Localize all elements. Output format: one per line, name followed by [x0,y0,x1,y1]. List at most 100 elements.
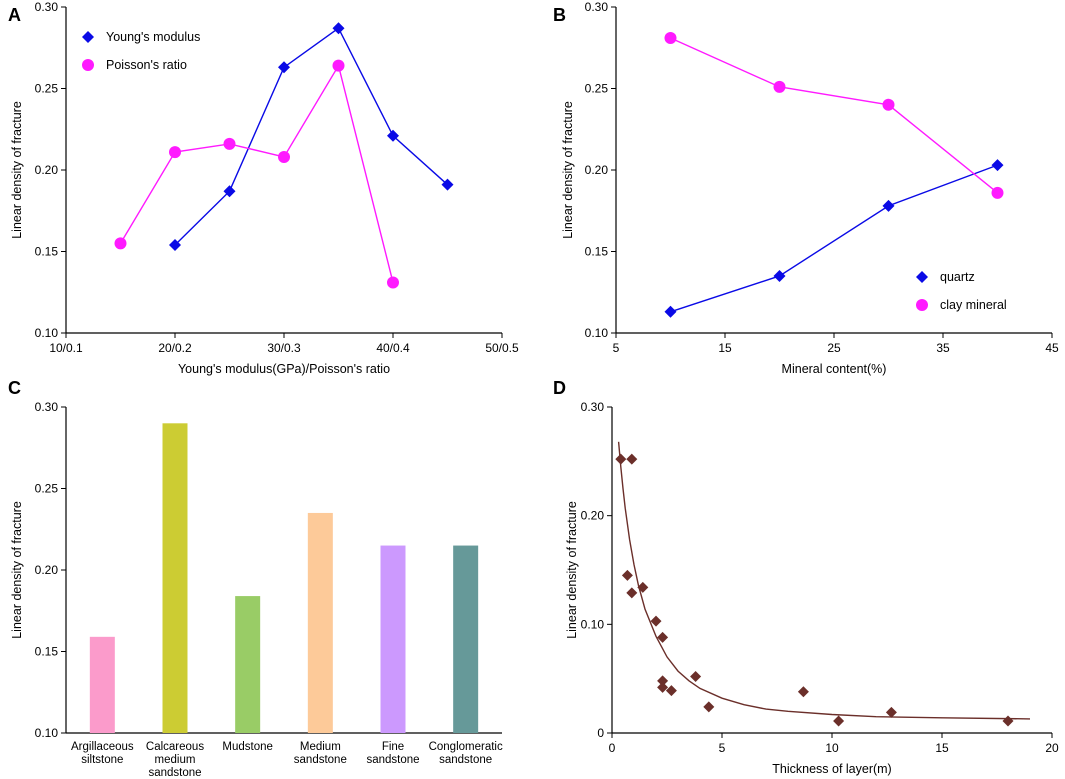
diamond-point [169,238,181,251]
legend-marker [916,299,928,311]
x-tick-label: 10 [825,741,839,755]
panel-a: 0.10 0.15 0.20 0.25 0.30 10/0.1 20/0.2 30/0.3 40… [8,0,519,376]
scatter-point [626,453,638,465]
diamond-point [332,22,345,35]
scatter-point [690,670,702,682]
category-label: Conglomeratic [429,741,503,753]
y-tick-label: 0.10 [581,617,605,631]
circle-point [223,137,236,150]
panel-b: 0.10 0.15 0.20 0.25 0.30 5 15 25 35 45 B Linear den… [553,0,1059,376]
series-line [670,164,998,313]
legend-marker [82,31,94,43]
x-tick-label: 20/0.2 [158,341,192,355]
scatter-point [1002,715,1014,727]
series-line [670,37,998,194]
category-label: Fine [382,741,404,753]
diamond-point [882,199,895,212]
y-axis-label: Linear density of fracture [10,101,24,239]
scatter-point [657,681,669,693]
panel-letter: C [8,378,21,398]
diamond-point [664,305,677,318]
diamond-point [991,159,1004,172]
panel-letter: A [8,5,21,25]
category-label: Medium [300,741,341,753]
scatter-point [797,686,809,698]
circle-point [114,237,127,250]
x-axis-label: Thickness of layer(m) [772,762,891,776]
y-tick-label: 0.10 [585,326,609,340]
legend-marker [916,271,928,283]
bar [162,423,188,733]
panel-c: 0.10 0.15 0.20 0.25 0.30 C Linear density of f… [8,378,503,779]
x-tick-label: 15 [935,741,949,755]
x-tick-label: 35 [936,341,950,355]
y-tick-label: 0.25 [35,82,59,96]
y-tick-label: 0.25 [35,482,59,496]
x-tick-label: 40/0.4 [376,341,410,355]
category-label: Argillaceous [71,741,134,753]
x-tick-label: 5 [719,741,726,755]
scatter-point [626,587,638,599]
x-tick-label: 5 [613,341,620,355]
y-tick-label: 0.15 [35,245,59,259]
bar [380,545,406,733]
scatter-point [657,675,669,687]
circle-point [991,186,1004,199]
panel-d: 0 0.10 0.20 0.30 0 5 10 15 20 D Linear density of … [553,378,1059,776]
series-line [119,63,394,283]
category-label: sandstone [148,767,201,779]
scatter-point [621,569,633,581]
y-tick-label: 0.10 [35,326,59,340]
circle-point [387,276,399,289]
y-tick-label: 0.20 [585,163,609,177]
x-tick-label: 15 [718,341,732,355]
y-tick-label: 0.30 [581,400,605,414]
y-axis-label: Linear density of fracture [565,501,579,639]
scatter-point [637,581,649,593]
x-tick-label: 30/0.3 [267,341,301,355]
y-tick-label: 0.30 [35,0,59,14]
circle-point [773,80,786,93]
category-label: sandstone [439,754,492,766]
y-tick-label: 0 [597,726,604,740]
y-tick-label: 0.30 [585,0,609,14]
circle-point [169,146,181,159]
scatter-point [657,631,669,643]
diamond-point [441,178,454,191]
x-tick-label: 50/0.5 [485,341,519,355]
legend-label: Poisson's ratio [106,58,187,72]
category-label: sandstone [366,754,419,766]
y-tick-label: 0.20 [581,509,605,523]
x-tick-label: 45 [1045,341,1059,355]
legend-label: clay mineral [940,298,1007,312]
diamond-point [773,269,786,282]
category-label: Mudstone [222,741,273,753]
y-tick-label: 0.20 [35,563,59,577]
category-label: Calcareous [146,741,204,753]
x-axis-label: Young's modulus(GPa)/Poisson's ratio [178,362,390,376]
circle-point [278,150,290,163]
scatter-point [615,453,627,465]
y-axis-label: Linear density of fracture [10,501,24,639]
circle-point [332,59,345,72]
category-label: medium [155,754,196,766]
diamond-point [223,185,236,198]
series-line [174,27,448,246]
panel-letter: D [553,378,566,398]
bar [89,636,115,733]
fit-curve [617,441,1031,720]
x-tick-label: 20 [1045,741,1059,755]
scatter-point [703,701,715,713]
scatter-point [650,615,662,627]
y-tick-label: 0.20 [35,163,59,177]
y-axis-label: Linear density of fracture [561,101,575,239]
category-label: siltstone [81,754,123,766]
scatter-point [885,706,897,718]
legend-marker [82,59,94,71]
legend-label: Young's modulus [106,30,200,44]
panel-letter: B [553,5,566,25]
y-tick-label: 0.15 [585,245,609,259]
diamond-point [387,129,399,142]
diamond-point [278,61,290,74]
